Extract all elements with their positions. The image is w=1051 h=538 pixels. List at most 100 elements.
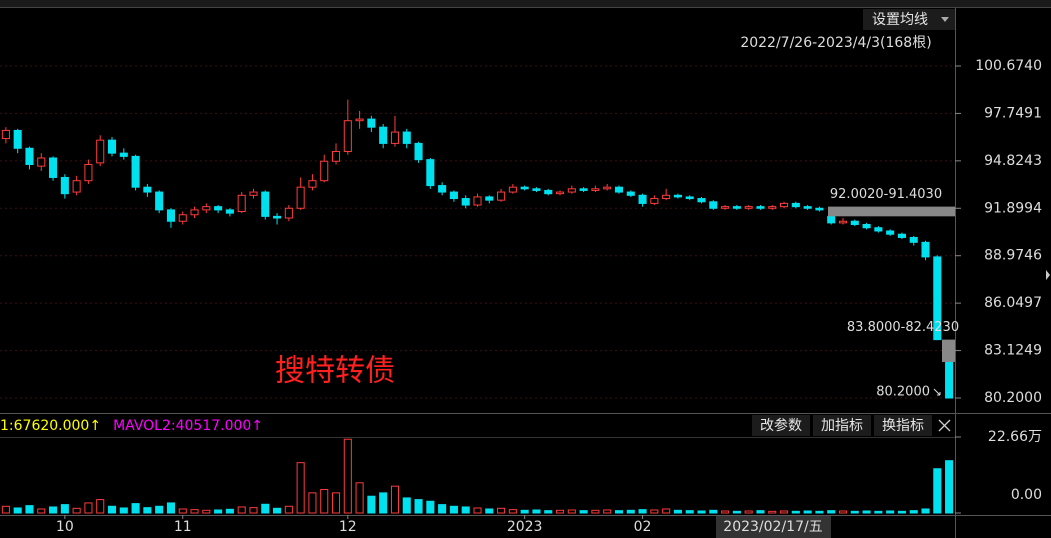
volume-bar: [355, 482, 364, 514]
volume-bar: [320, 489, 329, 514]
volume-bar: [166, 502, 175, 514]
gap-box: [828, 206, 955, 217]
candle-body: [60, 176, 69, 195]
candle-body: [190, 209, 199, 216]
candle-body: [721, 206, 730, 209]
x-tick-label: 11: [174, 519, 192, 535]
volume-bar: [780, 510, 789, 514]
x-tick-label: 2023: [507, 519, 543, 535]
candle-body: [886, 230, 895, 235]
low-label: 80.2000: [876, 385, 930, 400]
candle-body: [579, 188, 588, 191]
candle-body: [355, 118, 364, 122]
volume-bar: [815, 510, 824, 514]
volume-bar: [827, 510, 836, 514]
candle-body: [449, 191, 458, 200]
volume-bar: [96, 499, 105, 514]
candle-body: [25, 147, 34, 165]
volume-bar: [426, 500, 435, 514]
volume-bar: [673, 509, 682, 514]
candle-body: [214, 206, 223, 211]
candle-body: [603, 186, 612, 190]
volume-bar: [886, 510, 895, 514]
volume-bar: [367, 495, 376, 514]
candle-body: [96, 139, 105, 164]
candle-body: [107, 139, 117, 154]
volume-bar: [508, 509, 517, 514]
volume-bar: [13, 507, 22, 514]
volume-bar: [614, 510, 624, 514]
candle-body: [567, 188, 576, 193]
candle-body: [485, 196, 494, 201]
candle-body: [544, 189, 553, 195]
watermark: 搜特转债: [275, 354, 395, 389]
volume-bar: [107, 505, 117, 514]
volume-bar: [214, 509, 223, 514]
candle-body: [473, 196, 482, 206]
volume-bar: [131, 503, 140, 514]
dropdown-icon[interactable]: [941, 17, 949, 22]
button-bg[interactable]: [874, 415, 932, 436]
x-tick-label: 10: [56, 519, 74, 535]
candle-body: [897, 233, 906, 238]
candle-body: [614, 186, 624, 193]
candle-body: [697, 198, 706, 203]
candle-body: [732, 206, 741, 209]
volume-bar: [414, 499, 423, 514]
volume-bar: [225, 508, 234, 514]
button[interactable]: 改参数: [760, 417, 802, 434]
volume-bar: [25, 505, 34, 514]
volume-bar: [603, 509, 612, 514]
volume-bar: [296, 462, 305, 514]
candle-body: [862, 223, 871, 229]
volume-bar: [461, 506, 470, 514]
button-bg[interactable]: [752, 415, 810, 436]
candle-body: [155, 191, 164, 211]
button-bg[interactable]: [813, 415, 871, 436]
candle-body: [296, 186, 305, 209]
candle-body: [508, 186, 517, 193]
volume-bar: [909, 510, 918, 514]
button[interactable]: 加指标: [821, 418, 863, 434]
close-icon[interactable]: [938, 419, 951, 432]
volume-bar: [308, 492, 317, 514]
legend-entry: 1:67620.000↑: [0, 418, 101, 434]
volume-bar: [249, 507, 258, 514]
volume-bar: [532, 509, 541, 514]
button[interactable]: 换指标: [882, 417, 924, 434]
ma-button[interactable]: 设置均线: [872, 12, 928, 28]
y-tick-label: 0.00: [1011, 487, 1042, 503]
volume-bar: [284, 505, 293, 514]
scroll-arrow[interactable]: [1046, 270, 1050, 280]
volume-bar: [591, 509, 600, 514]
volume-bar: [567, 509, 576, 514]
candle-body: [1, 129, 10, 140]
volume-bar: [638, 509, 647, 514]
candle-body: [909, 236, 918, 243]
range-label: 2022/7/26-2023/4/3(168根): [740, 35, 931, 51]
candle-body: [84, 163, 93, 182]
ma-button-bg[interactable]: [863, 9, 955, 30]
y-tick-label: 80.2000: [984, 390, 1042, 406]
candle-body: [638, 194, 647, 204]
volume-bar: [37, 508, 46, 514]
candle-body: [343, 120, 352, 153]
x-tick-label: 12: [339, 519, 357, 535]
candle-body: [379, 126, 388, 144]
legend-entry: MAVOL2:40517.000↑: [113, 418, 263, 434]
y-tick-label: 94.8243: [984, 153, 1042, 169]
candle-body: [709, 201, 718, 209]
candle-body: [402, 131, 411, 144]
volume-bar: [343, 438, 352, 514]
candle-body: [49, 157, 58, 178]
volume-bar: [579, 510, 588, 514]
candle-body: [933, 256, 942, 341]
candle-body: [815, 207, 824, 211]
candle-body: [308, 180, 317, 188]
candle-body: [320, 160, 329, 182]
candle-body: [13, 129, 22, 149]
volume-bar: [202, 509, 211, 514]
candle-body: [143, 186, 152, 193]
volume-bar: [838, 510, 848, 514]
tab-strip: [0, 0, 1051, 7]
